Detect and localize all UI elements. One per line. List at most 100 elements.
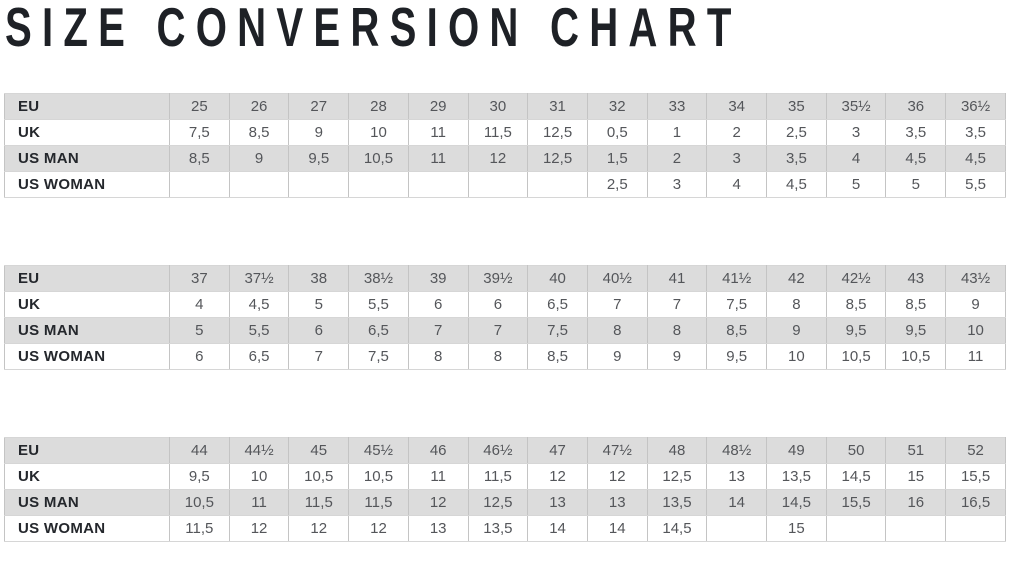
table-row: US WOMAN 6 6,5 7 7,5 8 8 8,5 9 9 9,5 10 10,5 10,5 11 <box>4 343 1006 370</box>
size-cell: 7,5 <box>706 291 768 318</box>
size-cell: 9,5 <box>885 317 947 344</box>
size-table-section-2: EU 37 37½ 38 38½ 39 39½ 40 40½ 41 41½ 42 42½ 43 43½ UK 4… <box>4 265 1006 370</box>
size-cell: 8,5 <box>706 317 768 344</box>
size-cell: 47 <box>527 437 588 464</box>
size-cell: 10 <box>945 317 1006 344</box>
size-cell: 47½ <box>586 437 648 464</box>
size-cell: 16 <box>885 489 947 516</box>
size-cell <box>945 515 1006 542</box>
size-cell: 14,5 <box>646 515 708 542</box>
size-cell: 12 <box>586 463 648 490</box>
size-cell: 15 <box>885 463 947 490</box>
row-label-eu: EU <box>4 93 170 120</box>
size-cell: 5 <box>288 291 350 318</box>
table-row: US MAN 10,5 11 11,5 11,5 12 12,5 13 13 13,5 14 14,5… <box>4 489 1006 516</box>
size-cell: 8,5 <box>885 291 947 318</box>
size-cell: 4 <box>706 171 768 198</box>
size-cell: 35½ <box>825 93 887 120</box>
table-row: US WOMAN 2,5 3 4 4,5 5 5 5,5 <box>4 171 1006 198</box>
size-cell: 1,5 <box>586 145 648 172</box>
size-cell: 25 <box>169 93 230 120</box>
size-cell: 8 <box>586 317 648 344</box>
size-cell: 12 <box>288 515 350 542</box>
size-cell: 38½ <box>348 265 409 292</box>
size-cell: 3,5 <box>766 145 827 172</box>
size-cell <box>706 515 768 542</box>
size-cell: 9 <box>586 343 648 370</box>
table-row: EU 44 44½ 45 45½ 46 46½ 47 47½ 48 48½ 49 50 51 52 <box>4 437 1006 464</box>
row-label-uk: UK <box>4 119 170 146</box>
size-cell: 44½ <box>228 437 290 464</box>
size-cell: 52 <box>945 437 1006 464</box>
size-cell: 8,5 <box>825 291 887 318</box>
size-cell: 16,5 <box>945 489 1006 516</box>
size-cell: 4 <box>825 145 887 172</box>
size-cell: 13,5 <box>467 515 529 542</box>
size-cell: 11,5 <box>348 489 409 516</box>
size-cell: 9 <box>646 343 708 370</box>
size-cell: 48½ <box>706 437 768 464</box>
size-cell: 48 <box>646 437 708 464</box>
size-cell: 36½ <box>945 93 1006 120</box>
table-row: UK 7,5 8,5 9 10 11 11,5 12,5 0,5 1 2 2,5 3 3,5 3,5 <box>4 119 1006 146</box>
size-cell: 5,5 <box>348 291 409 318</box>
size-cell: 7,5 <box>527 317 588 344</box>
size-cell <box>228 171 290 198</box>
size-cell: 4,5 <box>945 145 1006 172</box>
table-row: UK 4 4,5 5 5,5 6 6 6,5 7 7 7,5 8 8,5 8,5 9 <box>4 291 1006 318</box>
size-cell: 14,5 <box>766 489 827 516</box>
size-cell: 40½ <box>586 265 648 292</box>
size-cell: 46½ <box>467 437 529 464</box>
size-cell: 34 <box>706 93 768 120</box>
size-cell: 11 <box>228 489 290 516</box>
row-label-us-man: US MAN <box>4 489 170 516</box>
size-cell <box>348 171 409 198</box>
size-cell: 45½ <box>348 437 409 464</box>
size-cell: 12 <box>228 515 290 542</box>
size-cell: 41½ <box>706 265 768 292</box>
table-row: EU 37 37½ 38 38½ 39 39½ 40 40½ 41 41½ 42 42½ 43 43½ <box>4 265 1006 292</box>
size-cell: 6 <box>288 317 350 344</box>
size-cell: 4,5 <box>885 145 947 172</box>
size-cell: 9 <box>766 317 827 344</box>
size-cell: 5 <box>169 317 230 344</box>
size-cell: 27 <box>288 93 350 120</box>
size-cell: 31 <box>527 93 588 120</box>
size-cell: 12,5 <box>527 119 588 146</box>
row-label-us-man: US MAN <box>4 145 170 172</box>
size-cell: 26 <box>228 93 290 120</box>
table-row: US MAN 8,5 9 9,5 10,5 11 12 12,5 1,5 2 3 3,5 4 4,5 4,5 <box>4 145 1006 172</box>
size-cell: 4 <box>169 291 230 318</box>
size-cell: 14 <box>706 489 768 516</box>
size-cell <box>467 171 529 198</box>
size-cell: 7 <box>586 291 648 318</box>
size-cell: 6,5 <box>348 317 409 344</box>
size-conversion-table: EU 37 37½ 38 38½ 39 39½ 40 40½ 41 41½ 42 42½ 43 43½ UK 4… <box>4 265 1006 370</box>
size-cell: 9 <box>945 291 1006 318</box>
size-cell: 8,5 <box>527 343 588 370</box>
size-cell: 13 <box>407 515 469 542</box>
size-cell: 10,5 <box>348 145 409 172</box>
size-cell: 11 <box>407 463 469 490</box>
size-cell: 5,5 <box>945 171 1006 198</box>
row-label-us-woman: US WOMAN <box>4 171 170 198</box>
size-cell: 36 <box>885 93 947 120</box>
table-row: US MAN 5 5,5 6 6,5 7 7 7,5 8 8 8,5 9 9,5 9,5 10 <box>4 317 1006 344</box>
size-cell: 10,5 <box>288 463 350 490</box>
size-cell: 15 <box>766 515 827 542</box>
size-cell: 7 <box>288 343 350 370</box>
size-cell: 41 <box>646 265 708 292</box>
size-cell: 43½ <box>945 265 1006 292</box>
size-cell: 37 <box>169 265 230 292</box>
size-cell: 7 <box>467 317 529 344</box>
size-cell: 12 <box>407 489 469 516</box>
size-table-section-3: EU 44 44½ 45 45½ 46 46½ 47 47½ 48 48½ 49 50 51 52 UK 9,5… <box>4 437 1006 542</box>
size-cell: 8,5 <box>169 145 230 172</box>
size-cell: 50 <box>825 437 887 464</box>
size-cell: 10 <box>348 119 409 146</box>
size-cell: 12,5 <box>527 145 588 172</box>
size-cell: 46 <box>407 437 469 464</box>
size-cell: 9,5 <box>706 343 768 370</box>
size-cell: 33 <box>646 93 708 120</box>
size-cell: 10,5 <box>348 463 409 490</box>
